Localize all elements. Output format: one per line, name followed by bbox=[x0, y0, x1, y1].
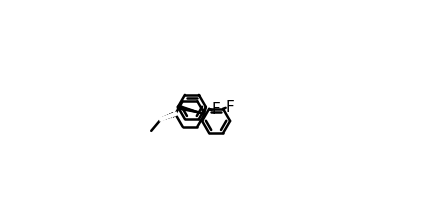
Text: F: F bbox=[226, 100, 234, 115]
Text: F: F bbox=[212, 103, 220, 117]
Polygon shape bbox=[177, 105, 205, 114]
